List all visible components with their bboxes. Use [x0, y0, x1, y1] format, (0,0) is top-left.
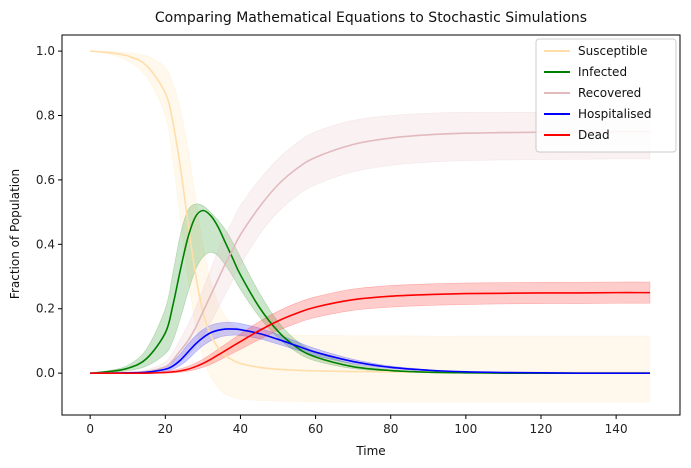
y-axis-label: Fraction of Population	[8, 169, 22, 299]
series-line-recovered	[90, 130, 650, 375]
x-tick-label: 120	[530, 422, 553, 436]
x-tick-label: 140	[605, 422, 628, 436]
y-tick-label: 0.8	[36, 109, 55, 123]
y-tick-label: 0.4	[36, 237, 55, 251]
legend-label-infected: Infected	[578, 65, 627, 79]
y-tick-label: 1.0	[36, 44, 55, 58]
y-tick-label: 0.2	[36, 302, 55, 316]
legend-label-hospitalised: Hospitalised	[578, 107, 652, 121]
x-tick-label: 80	[383, 422, 398, 436]
y-tick-label: 0.6	[36, 173, 55, 187]
chart-title: Comparing Mathematical Equations to Stoc…	[155, 10, 587, 26]
legend-label-dead: Dead	[578, 128, 610, 142]
legend-label-susceptible: Susceptible	[578, 44, 647, 58]
series-line-hospitalised	[90, 328, 650, 374]
band-susceptible	[90, 50, 651, 403]
legend-box	[535, 38, 677, 153]
legend-label-recovered: Recovered	[578, 86, 641, 100]
x-tick-label: 60	[308, 422, 323, 436]
axis-ticks: 0 20 40 60 80 100 120 140 0.0 0.2 0.4 0.6 0.8 1.0	[36, 44, 628, 436]
plot-frame	[61, 34, 681, 416]
y-tick-label: 0.0	[36, 366, 55, 380]
x-tick-label: 20	[158, 422, 173, 436]
legend: Susceptible Infected Recovered Hospitalised…	[535, 38, 677, 153]
x-tick-label: 0	[86, 422, 94, 436]
x-axis-label: Time	[355, 444, 385, 458]
x-tick-label: 100	[454, 422, 477, 436]
x-tick-label: 40	[233, 422, 248, 436]
series-line-dead	[90, 291, 650, 374]
